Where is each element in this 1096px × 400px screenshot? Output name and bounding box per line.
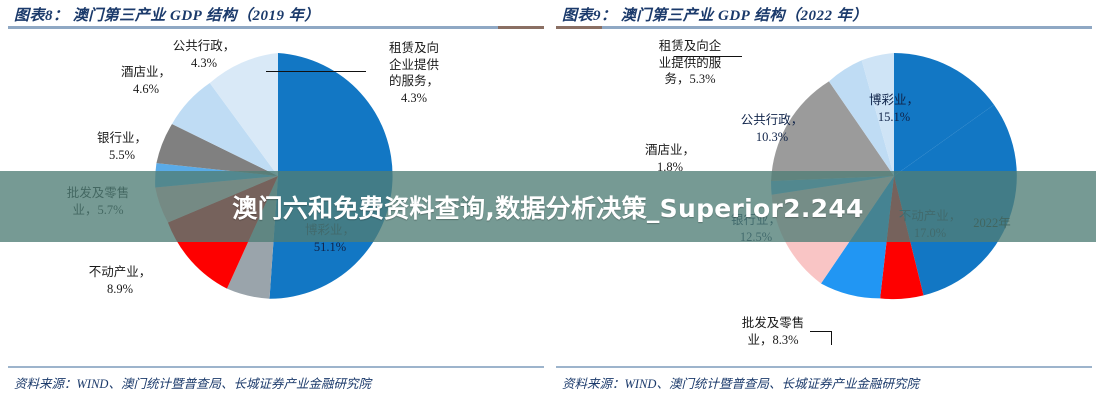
leader-line-wholesale-2022-vertical [831, 331, 833, 345]
label-gaming-2022: 博彩业， 15.1% [868, 93, 919, 124]
label-publicadmin-2022: 公共行政， 10.3% [740, 113, 804, 144]
chart-title-2019: 图表8： 澳门第三产业 GDP 结构（2019 年） [14, 8, 320, 24]
label-leasing-2019: 租赁及向 企业提供 的服务， 4.3% [388, 41, 439, 105]
pie-slice-other [209, 53, 278, 176]
label-hotel-2019: 酒店业， 4.6% [120, 65, 171, 96]
leader-line-leasing-2022 [674, 56, 742, 58]
title-divider-left [8, 26, 544, 29]
label-banking-2019: 银行业， 5.5% [96, 131, 147, 162]
pie-slice-publicadmin [156, 124, 278, 176]
pie-slice-gaming [894, 53, 994, 176]
leader-line-leasing-2019 [266, 71, 366, 73]
pie-slice-leasing [172, 83, 278, 176]
chart-title-2022: 图表9： 澳门第三产业 GDP 结构（2022 年） [562, 8, 868, 24]
label-hotel-2022: 酒店业， 1.8% [644, 143, 695, 174]
label-publicadmin-2019: 公共行政， 4.3% [172, 39, 236, 70]
leader-line-wholesale-2022 [810, 331, 832, 333]
watermark-banner-text: 澳门六和免费资料查询,数据分析决策_Superior2.244 [232, 193, 864, 223]
source-divider-left [8, 366, 544, 368]
label-realestate-2019: 不动产业， 8.9% [88, 265, 152, 296]
watermark-banner [0, 171, 1096, 242]
title-divider-right [556, 26, 1092, 29]
source-note-2019: 资料来源：WIND、澳门统计暨普查局、长城证券产业金融研究院 [14, 377, 371, 391]
pie-slice-publicadmin [771, 81, 894, 182]
pie-slice-leasing [828, 60, 894, 176]
pie-slice-other-b [861, 53, 894, 176]
label-leasing-2022: 租赁及向企 业提供的服 务，5.3% [658, 39, 722, 86]
label-wholesale-2022: 批发及零售 业，8.3% [741, 316, 805, 347]
source-note-2022: 资料来源：WIND、澳门统计暨普查局、长城证券产业金融研究院 [562, 377, 919, 391]
source-divider-right [556, 366, 1092, 368]
